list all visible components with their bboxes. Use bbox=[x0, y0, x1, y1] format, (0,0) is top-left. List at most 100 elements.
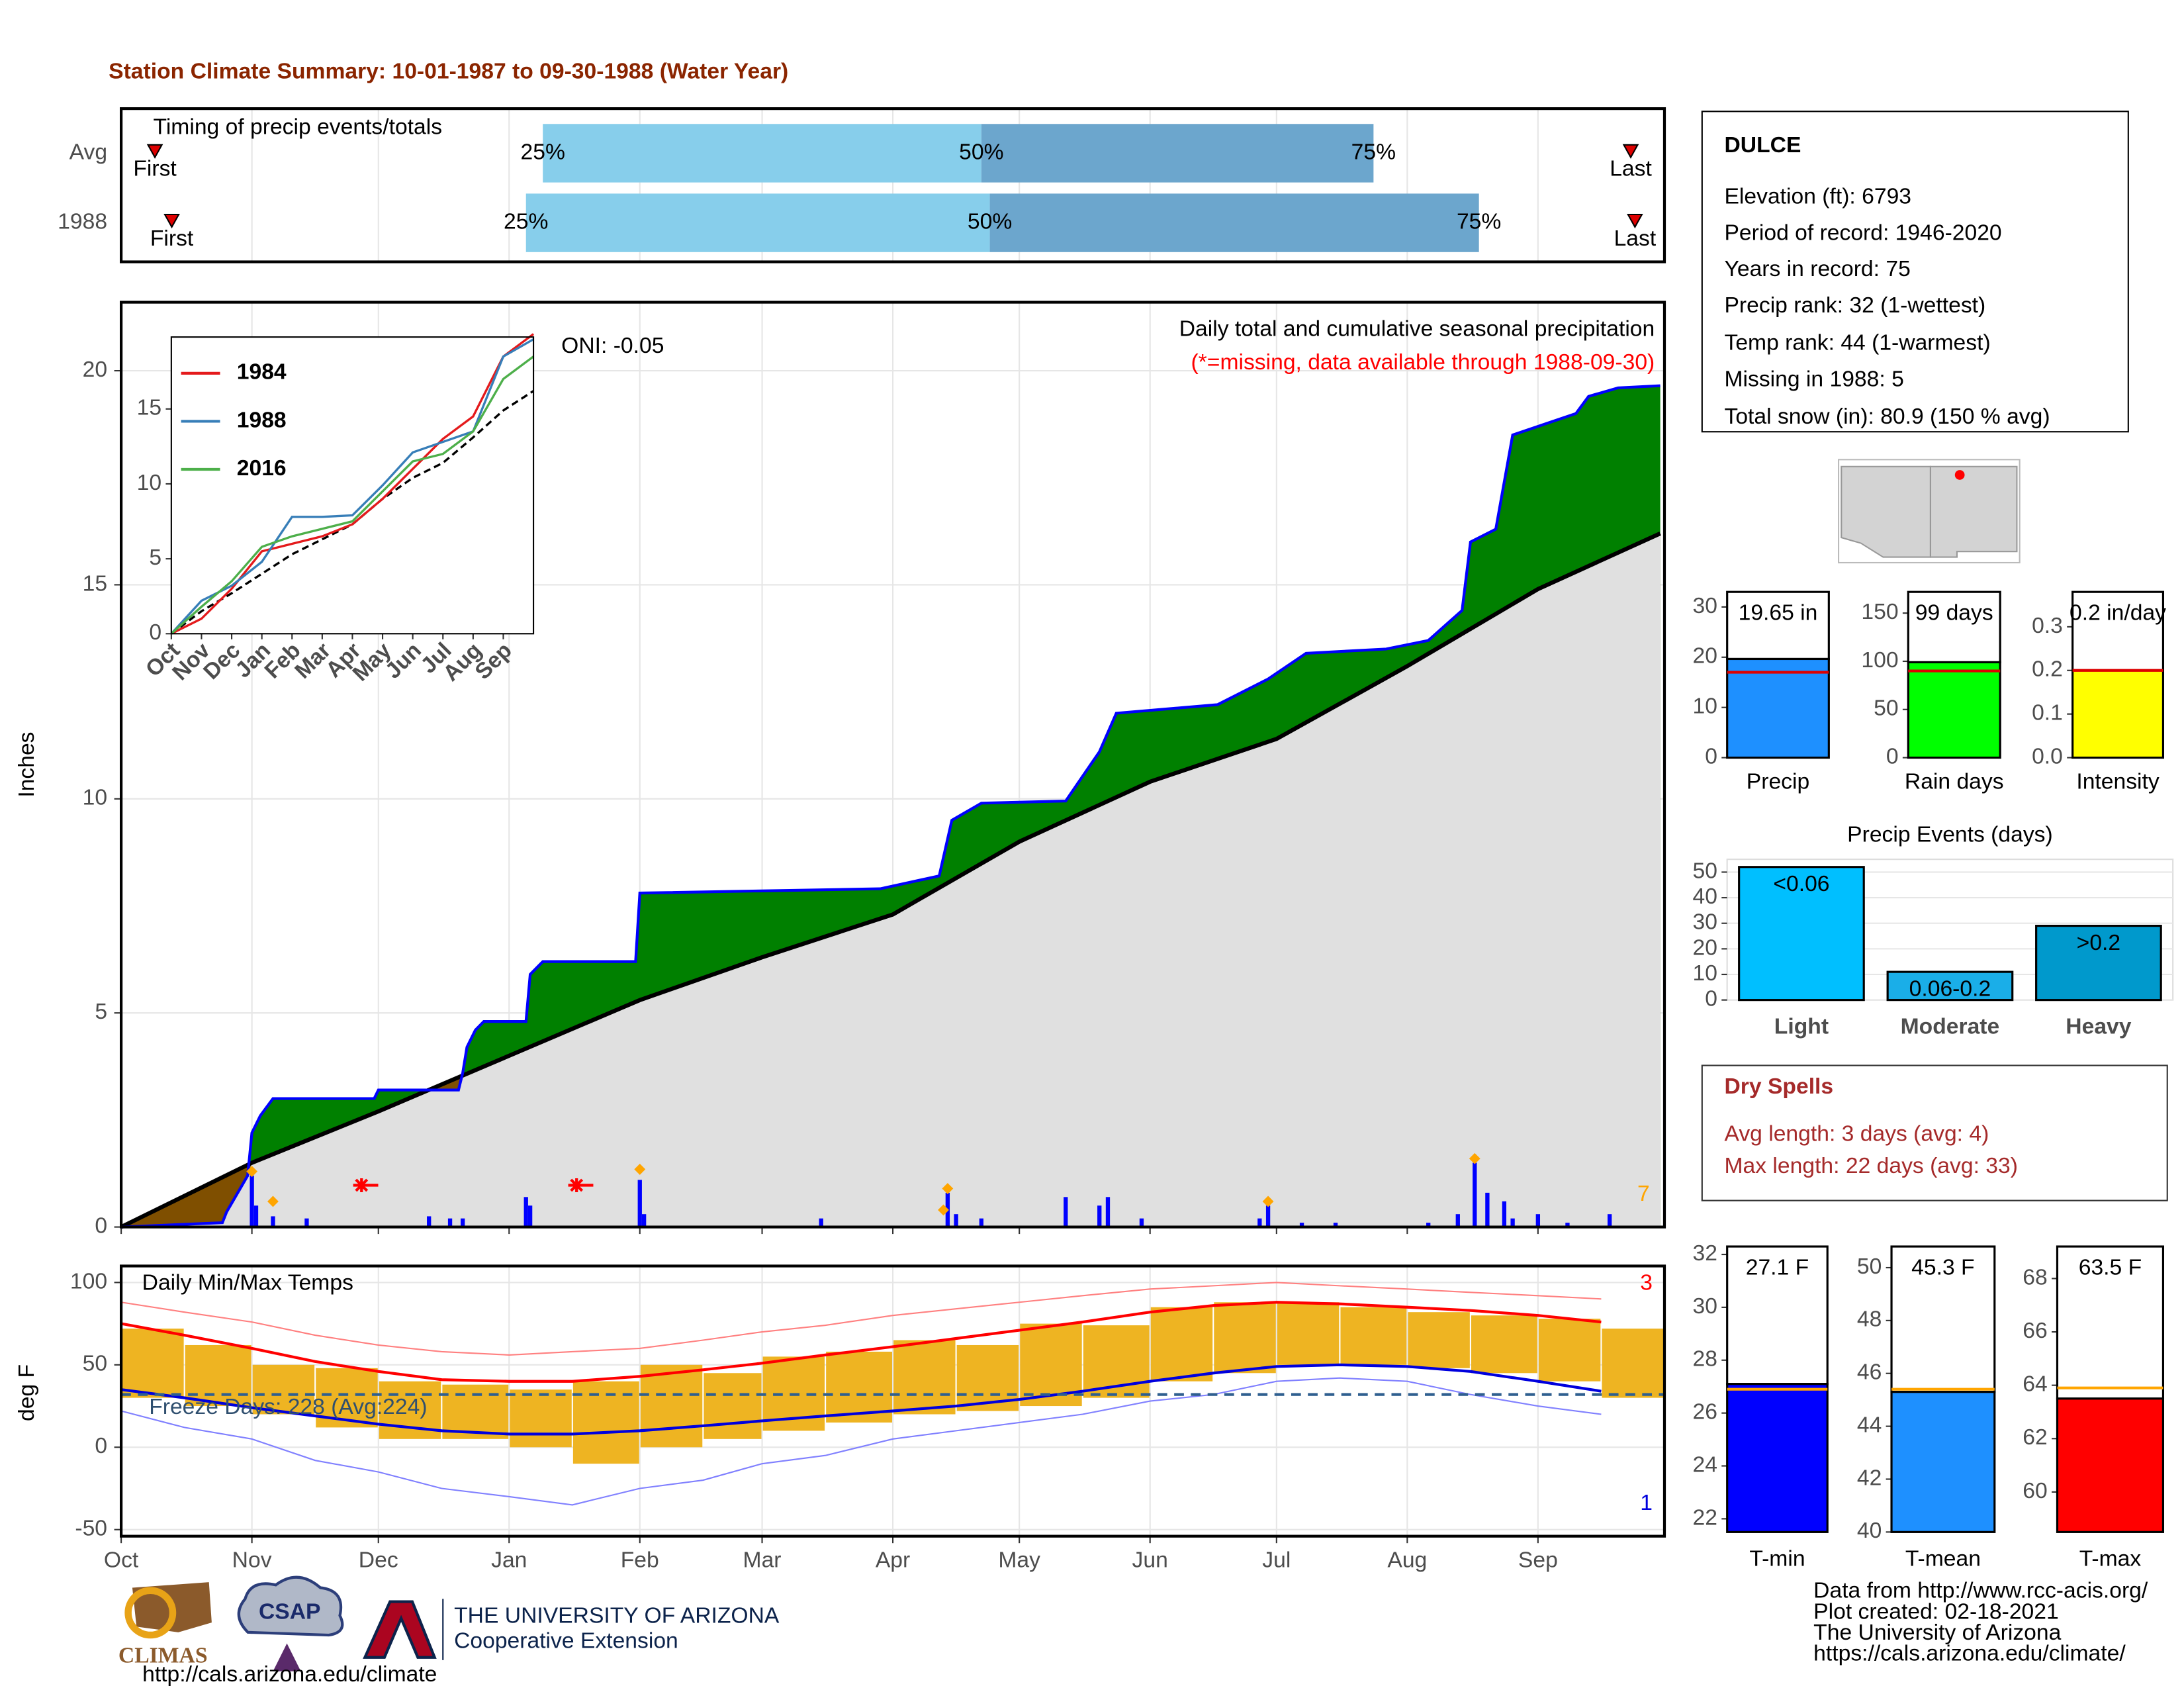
extreme-marker bbox=[267, 1196, 279, 1207]
y-tick-label: 0 bbox=[1886, 744, 1899, 769]
category-label: Moderate bbox=[1901, 1015, 2000, 1039]
daily-bar bbox=[1064, 1197, 1068, 1227]
record-max-line bbox=[120, 1282, 1602, 1356]
y-tick-label: 64 bbox=[2023, 1372, 2047, 1397]
y-tick-label: 0.3 bbox=[2032, 614, 2063, 638]
temp-range-bar bbox=[1277, 1302, 1340, 1365]
daily-bar bbox=[1097, 1205, 1102, 1227]
series-line bbox=[170, 355, 535, 635]
event-marker bbox=[163, 213, 180, 229]
locator-map bbox=[1838, 459, 2021, 564]
daily-bar bbox=[641, 1214, 647, 1227]
quantile-label: 50% bbox=[968, 210, 1012, 234]
daily-bar bbox=[1139, 1218, 1144, 1227]
daily-bar bbox=[253, 1205, 259, 1227]
daily-bar bbox=[1535, 1214, 1541, 1227]
y-tick-label: 20 bbox=[83, 357, 107, 382]
ua-logo: THE UNIVERSITY OF ARIZONA Cooperative Ex… bbox=[363, 1599, 780, 1660]
category-label: Heavy bbox=[2066, 1015, 2131, 1039]
quantile-label: 25% bbox=[521, 140, 565, 164]
x-tick-label: Jan bbox=[491, 1548, 527, 1572]
station-line: Years in record: 75 bbox=[1724, 257, 1910, 281]
x-tick-label: Mar bbox=[743, 1548, 782, 1572]
y-tick-label: 24 bbox=[1693, 1452, 1717, 1477]
daily-bar bbox=[1333, 1223, 1338, 1227]
category-label: Light bbox=[1774, 1015, 1829, 1039]
y-tick-label: 30 bbox=[1693, 1294, 1717, 1319]
quantile-label: 75% bbox=[1351, 140, 1396, 164]
y-tick-label: 0 bbox=[149, 620, 161, 645]
chart-title: Precip Events (days) bbox=[1847, 822, 2053, 847]
dry-spells-title: Dry Spells bbox=[1724, 1074, 1833, 1099]
y-tick-label: 30 bbox=[1693, 910, 1717, 935]
temp-range-bar bbox=[122, 1329, 184, 1398]
y-tick-label: 10 bbox=[1693, 961, 1717, 986]
daily-bar bbox=[250, 1175, 254, 1227]
daily-bar bbox=[1105, 1197, 1111, 1227]
page-title: Station Climate Summary: 10-01-1987 to 0… bbox=[109, 59, 788, 83]
y-tick-label: 60 bbox=[2023, 1479, 2047, 1503]
y-tick-label: 100 bbox=[70, 1269, 107, 1293]
bar bbox=[1907, 661, 2001, 759]
legend-label: 2016 bbox=[237, 456, 287, 481]
x-tick-label: Nov bbox=[232, 1548, 272, 1572]
value-label: 99 days bbox=[1915, 601, 1993, 626]
bar bbox=[1726, 1383, 1829, 1533]
x-tick-label: Apr bbox=[876, 1548, 910, 1572]
label-box bbox=[1726, 1245, 1829, 1385]
y-tick-label: 46 bbox=[1857, 1360, 1882, 1385]
footer-line: https://cals.arizona.edu/climate/ bbox=[1813, 1641, 2126, 1665]
station-line: Period of record: 1946-2020 bbox=[1724, 220, 2001, 245]
series-line bbox=[171, 333, 535, 635]
oni-annotation: ONI: -0.05 bbox=[561, 334, 664, 358]
quantile-label: 25% bbox=[504, 210, 548, 234]
y-tick-label: 5 bbox=[149, 545, 161, 570]
y-tick-label: 5 bbox=[95, 1000, 107, 1024]
y-tick-label: 50 bbox=[1693, 859, 1717, 883]
panel-frame bbox=[119, 1264, 1666, 1538]
csap-logo: CSAP http://cals.arizona.edu/climate bbox=[142, 1575, 437, 1687]
daily-bar bbox=[1608, 1214, 1612, 1227]
inset-panel bbox=[171, 337, 534, 634]
temp-range-bar bbox=[510, 1389, 572, 1448]
temp-range-bar bbox=[893, 1340, 956, 1415]
x-tick-label: Oct bbox=[104, 1548, 139, 1572]
y-tick-label: 32 bbox=[1693, 1241, 1717, 1266]
missing-marker bbox=[353, 1178, 379, 1192]
y-tick-label: 30 bbox=[1693, 594, 1717, 618]
legend-label: 1984 bbox=[237, 360, 287, 385]
station-line: Total snow (in): 80.9 (150 % avg) bbox=[1724, 404, 2050, 429]
x-tick-label: Feb bbox=[621, 1548, 659, 1572]
bar bbox=[1890, 1391, 1996, 1533]
station-box bbox=[1701, 111, 2129, 433]
chart-title: Daily Min/Max Temps bbox=[142, 1271, 353, 1295]
bin-label: >0.2 bbox=[2077, 931, 2120, 955]
y-tick-label: 62 bbox=[2023, 1425, 2047, 1450]
bar bbox=[2056, 1397, 2165, 1533]
footer-line: The University of Arizona bbox=[1813, 1620, 2061, 1645]
late-bar bbox=[981, 124, 1374, 183]
panel-frame bbox=[119, 107, 1666, 263]
label-box bbox=[1890, 1245, 1996, 1393]
temp-range-bar bbox=[704, 1373, 762, 1439]
event-label: Last bbox=[1610, 157, 1652, 181]
y-tick-label: 68 bbox=[2023, 1265, 2047, 1289]
station-line: Temp rank: 44 (1-warmest) bbox=[1724, 331, 1990, 355]
daily-bar bbox=[1485, 1192, 1490, 1227]
y-tick-label: 50 bbox=[1874, 696, 1898, 721]
temp-range-bar bbox=[1538, 1319, 1601, 1382]
temp-range-bar bbox=[1340, 1307, 1407, 1365]
y-tick-label: 40 bbox=[1857, 1519, 1882, 1543]
daily-bar bbox=[523, 1197, 528, 1227]
temp-range-bar bbox=[1214, 1302, 1276, 1374]
y-tick-label: 10 bbox=[137, 471, 161, 495]
y-tick-label: 20 bbox=[1693, 644, 1717, 669]
value-label: 63.5 F bbox=[2079, 1256, 2142, 1280]
temp-range-bar bbox=[1471, 1315, 1537, 1374]
event-label: First bbox=[150, 226, 194, 251]
chart-subtitle: (*=missing, data available through 1988-… bbox=[1191, 350, 1655, 375]
y-tick-label: 0.1 bbox=[2032, 701, 2063, 726]
cumulative-line bbox=[120, 531, 1661, 1229]
record-high-count: 3 bbox=[1640, 1271, 1653, 1295]
